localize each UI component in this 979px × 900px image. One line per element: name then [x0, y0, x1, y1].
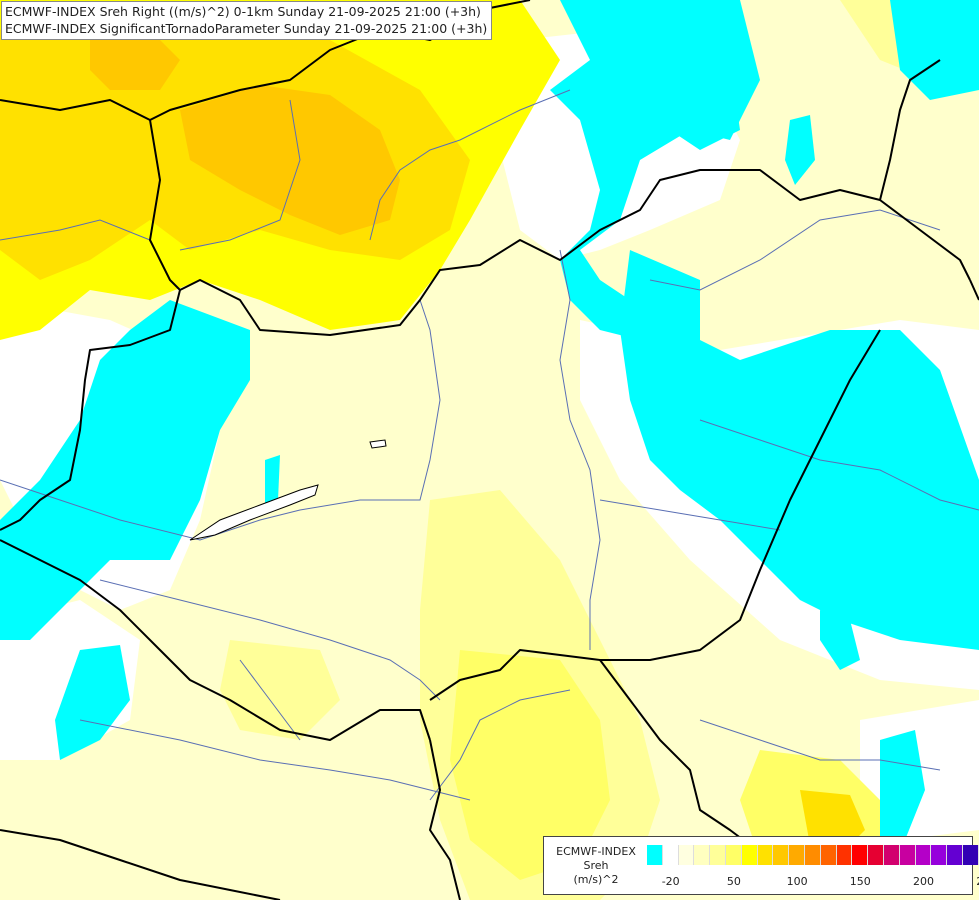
- map-title-box: ECMWF-INDEX Sreh Right ((m/s)^2) 0-1km S…: [1, 1, 493, 40]
- lake-balaton: [189, 484, 319, 541]
- cyan-field-se: [880, 730, 925, 840]
- river-se: [699, 719, 941, 771]
- legend-swatch: [947, 845, 963, 865]
- legend-title-line-3: (m/s)^2: [573, 873, 619, 886]
- legend-swatch: [962, 845, 979, 865]
- legend-swatch: [820, 845, 837, 865]
- color-legend: ECMWF-INDEX Sreh (m/s)^2 -20 50 100 150 200 2…: [543, 836, 979, 895]
- legend-swatch: [773, 845, 790, 865]
- legend-swatch: [931, 845, 948, 865]
- legend-swatch: [836, 845, 853, 865]
- border-romania: [429, 329, 881, 701]
- border-sw: [0, 829, 281, 900]
- legend-tick-label: 150: [849, 875, 871, 888]
- river-sava: [79, 719, 471, 801]
- river-north-2: [369, 89, 571, 241]
- legend-tick-label: 200: [913, 875, 934, 888]
- border-serbia-romania: [599, 659, 771, 861]
- cyan-field-west: [0, 300, 250, 640]
- title-line-1: ECMWF-INDEX Sreh Right ((m/s)^2) 0-1km S…: [5, 4, 481, 19]
- legend-swatch: [757, 845, 774, 865]
- cyan-field-ne: [890, 0, 979, 100]
- legend-swatch: [915, 845, 932, 865]
- legend-swatch: [710, 845, 726, 865]
- cyan-field-sw: [55, 645, 130, 760]
- legend-tick-label: 100: [786, 875, 808, 888]
- legend-swatch: [678, 845, 695, 865]
- cyan-spot-center: [265, 455, 280, 510]
- lake-small: [369, 439, 387, 449]
- legend-tick-label: 50: [726, 875, 741, 888]
- yellow-field-south: [450, 650, 610, 880]
- rivers: [0, 89, 979, 801]
- river-morava: [429, 689, 571, 801]
- orange-field-north: [180, 85, 400, 235]
- legend-swatch: [662, 845, 679, 865]
- legend-swatch: [804, 845, 821, 865]
- legend-swatch: [647, 845, 663, 865]
- river-north-1: [179, 99, 301, 251]
- border-northeast: [879, 59, 941, 201]
- cyan-spot-east: [820, 610, 860, 670]
- river-west: [0, 219, 151, 241]
- border-slovakia-hungary: [179, 169, 971, 336]
- cyan-field-north-strip: [660, 40, 740, 150]
- river-sw: [239, 659, 301, 741]
- legend-swatch: [789, 845, 805, 865]
- legend-swatch: [883, 845, 900, 865]
- legend-tick-label: 250: [976, 875, 979, 888]
- legend-title-line-1: ECMWF-INDEX: [556, 845, 636, 858]
- yellow-field-sw: [220, 640, 340, 740]
- river-danube: [0, 299, 441, 541]
- legend-swatch: [694, 845, 711, 865]
- river-drava: [99, 579, 441, 701]
- river-east-2: [699, 419, 979, 511]
- legend-swatches: [647, 845, 979, 865]
- legend-swatch: [725, 845, 742, 865]
- cyan-spot-ne: [785, 115, 815, 185]
- orange-field-nw-small: [90, 30, 180, 90]
- river-east-1: [649, 209, 941, 291]
- cyan-field-east: [620, 250, 979, 650]
- border-west: [0, 119, 181, 531]
- legend-swatch: [899, 845, 916, 865]
- river-east-3: [599, 499, 781, 531]
- river-tisza: [559, 249, 601, 650]
- legend-title-line-2: Sreh: [583, 859, 609, 872]
- legend-title: ECMWF-INDEX Sreh (m/s)^2: [550, 845, 642, 887]
- border-croatia: [0, 539, 431, 741]
- legend-swatch: [852, 845, 869, 865]
- title-line-2: ECMWF-INDEX SignificantTornadoParameter …: [5, 21, 488, 36]
- legend-tick-labels: -2050100150200250300400500700: [647, 875, 979, 889]
- legend-tick-label: -20: [661, 875, 680, 888]
- legend-swatch: [868, 845, 884, 865]
- border-ne-east: [969, 279, 979, 301]
- gold-spot-se: [800, 790, 865, 850]
- border-serbia: [429, 739, 461, 900]
- legend-swatch: [741, 845, 758, 865]
